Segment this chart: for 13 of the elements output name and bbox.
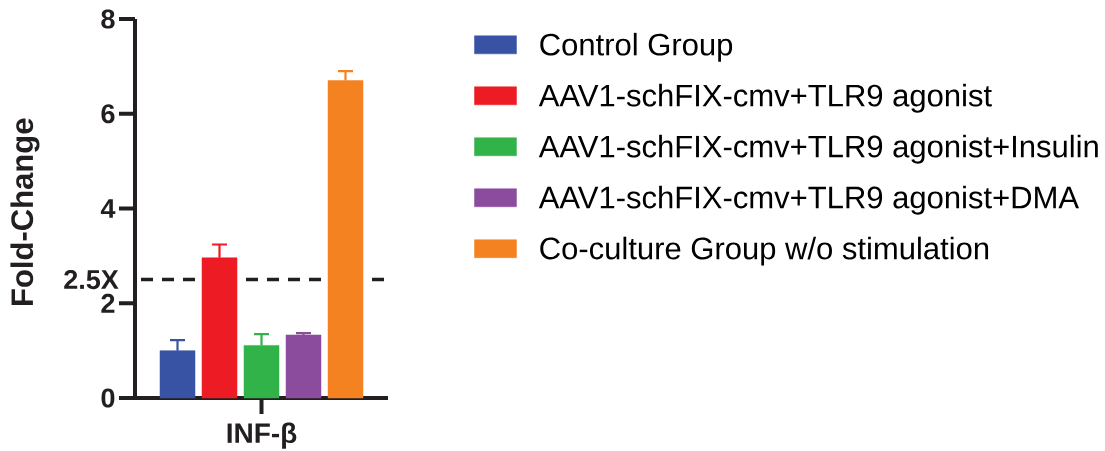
legend-label: AAV1-schFIX-cmv+TLR9 agonist bbox=[538, 83, 992, 113]
ref-line-label: 2.5X bbox=[64, 270, 119, 290]
y-axis-title: Fold-Change bbox=[10, 118, 40, 305]
legend-label: AAV1-schFIX-cmv+TLR9 agonist+Insulin bbox=[538, 134, 1098, 164]
y-tick-label: 2 bbox=[101, 293, 115, 313]
y-tick-label: 4 bbox=[100, 199, 116, 218]
y-tick-label: 0 bbox=[101, 388, 115, 408]
y-tick-label: 8 bbox=[101, 9, 115, 29]
y-tick-label: 6 bbox=[101, 104, 115, 124]
legend-label: Co-culture Group w/o stimulation bbox=[540, 236, 989, 266]
legend-label: AAV1-schFIX-cmv+TLR9 agonist+DMA bbox=[538, 185, 1079, 215]
x-tick-label: INF-β bbox=[227, 422, 297, 449]
legend-label: Control Group bbox=[540, 32, 733, 62]
